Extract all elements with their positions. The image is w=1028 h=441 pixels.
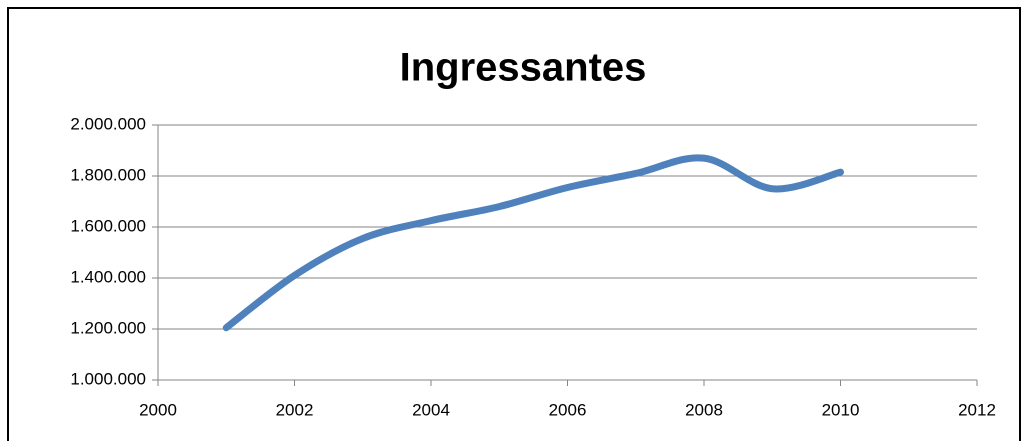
chart-title: Ingressantes [400,46,647,90]
x-tick-label: 2006 [549,400,587,419]
data-line [222,154,844,332]
y-tick-label: 1.400.000 [70,267,146,286]
x-tick-label: 2010 [822,400,860,419]
y-tick-label: 1.200.000 [70,318,146,337]
x-tick-label: 2002 [276,400,314,419]
x-tick-label: 2000 [139,400,177,419]
y-tick-label: 1.600.000 [70,216,146,235]
y-tick-label: 1.000.000 [70,369,146,388]
y-tick-label: 2.000.000 [70,114,146,133]
x-tick-label: 2004 [412,400,450,419]
y-tick-label: 1.800.000 [70,165,146,184]
x-tick-label: 2008 [685,400,723,419]
chart-frame [7,7,1021,441]
x-tick-label: 2012 [958,400,996,419]
